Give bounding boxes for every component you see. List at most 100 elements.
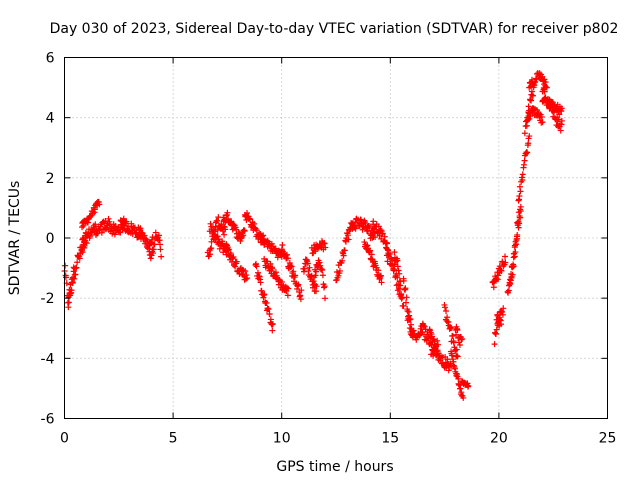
data-point bbox=[444, 314, 451, 321]
data-point bbox=[207, 245, 214, 252]
data-point bbox=[369, 234, 376, 241]
data-point bbox=[377, 226, 384, 233]
data-point bbox=[368, 251, 375, 258]
data-point bbox=[278, 278, 285, 285]
data-point bbox=[62, 274, 69, 281]
y-tick-label: 0 bbox=[46, 231, 55, 247]
data-point bbox=[441, 304, 448, 311]
data-point bbox=[394, 274, 401, 281]
data-point bbox=[509, 264, 516, 271]
data-point bbox=[459, 336, 466, 343]
data-point bbox=[453, 346, 460, 353]
data-point bbox=[375, 267, 382, 274]
data-point bbox=[80, 222, 87, 229]
data-point bbox=[265, 305, 272, 312]
data-point bbox=[269, 320, 276, 327]
y-tick-label: 2 bbox=[46, 171, 55, 187]
y-tick-label: -4 bbox=[41, 351, 55, 367]
data-point bbox=[244, 275, 251, 282]
data-point bbox=[158, 253, 165, 260]
data-point bbox=[233, 258, 240, 265]
data-point bbox=[457, 385, 464, 392]
data-point bbox=[316, 259, 323, 266]
data-point bbox=[339, 257, 346, 264]
data-point bbox=[312, 248, 319, 255]
y-tick-label: -2 bbox=[41, 291, 55, 307]
x-tick-label: 20 bbox=[490, 431, 508, 447]
data-point bbox=[541, 76, 548, 83]
data-point bbox=[283, 284, 290, 291]
data-point bbox=[76, 255, 83, 262]
data-point bbox=[513, 241, 520, 248]
data-point bbox=[517, 188, 524, 195]
data-point bbox=[285, 285, 292, 292]
data-point bbox=[454, 353, 461, 360]
data-point bbox=[359, 226, 366, 233]
x-tick-label: 5 bbox=[169, 431, 178, 447]
data-point bbox=[465, 382, 472, 389]
data-point bbox=[432, 344, 439, 351]
data-point bbox=[391, 249, 398, 256]
data-point bbox=[237, 238, 244, 245]
data-point bbox=[541, 88, 548, 95]
data-segment bbox=[356, 216, 379, 242]
data-segment bbox=[426, 326, 455, 374]
data-point bbox=[556, 111, 563, 118]
data-point bbox=[335, 272, 342, 279]
data-point bbox=[272, 269, 279, 276]
data-point bbox=[502, 259, 509, 266]
data-point bbox=[309, 284, 316, 291]
data-point bbox=[65, 304, 72, 311]
data-point bbox=[394, 257, 401, 264]
y-tick-label: 6 bbox=[46, 51, 55, 67]
data-segment bbox=[78, 221, 103, 251]
data-point bbox=[458, 336, 465, 343]
data-point bbox=[147, 255, 154, 262]
data-point bbox=[257, 279, 264, 286]
data-point bbox=[344, 232, 351, 239]
data-point bbox=[458, 389, 465, 396]
data-point bbox=[336, 267, 343, 274]
data-segment bbox=[458, 377, 472, 390]
data-point bbox=[312, 272, 319, 279]
data-point bbox=[402, 299, 409, 306]
data-point bbox=[222, 226, 229, 233]
data-point bbox=[321, 240, 328, 247]
data-point bbox=[287, 264, 294, 271]
data-point bbox=[386, 250, 393, 257]
data-point bbox=[150, 250, 157, 257]
data-point bbox=[135, 226, 142, 233]
y-tick-label: 4 bbox=[46, 111, 55, 127]
data-point bbox=[83, 240, 90, 247]
data-point bbox=[313, 283, 320, 290]
data-point bbox=[395, 267, 402, 274]
data-segment bbox=[441, 301, 461, 360]
data-point bbox=[147, 240, 154, 247]
data-point bbox=[230, 253, 237, 260]
data-point bbox=[352, 225, 359, 232]
data-point bbox=[456, 382, 463, 389]
data-point bbox=[517, 203, 524, 210]
data-point bbox=[557, 127, 564, 134]
data-point bbox=[498, 308, 505, 315]
data-point bbox=[70, 274, 77, 281]
data-point bbox=[396, 270, 403, 277]
data-point bbox=[542, 79, 549, 86]
data-point bbox=[117, 229, 124, 236]
data-point bbox=[434, 341, 441, 348]
data-point bbox=[394, 263, 401, 270]
data-point bbox=[379, 231, 386, 238]
data-segment bbox=[222, 241, 251, 283]
data-point bbox=[72, 271, 79, 278]
data-point bbox=[490, 284, 497, 291]
data-point bbox=[498, 267, 505, 274]
data-point bbox=[261, 291, 268, 298]
data-point bbox=[370, 218, 377, 225]
data-point bbox=[313, 268, 320, 275]
data-point bbox=[98, 229, 105, 236]
data-segment bbox=[493, 311, 505, 329]
y-tick-label: -6 bbox=[41, 412, 55, 428]
data-point bbox=[233, 226, 240, 233]
data-point bbox=[301, 265, 308, 272]
data-point bbox=[317, 262, 324, 269]
